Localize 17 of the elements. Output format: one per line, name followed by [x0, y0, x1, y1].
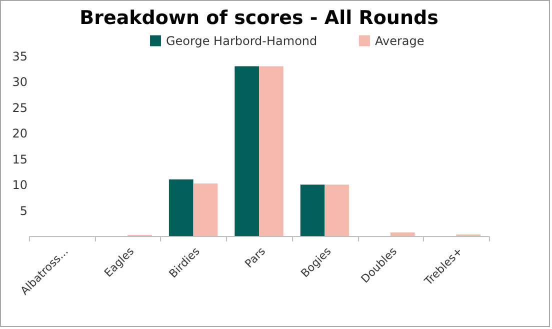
- bar: [259, 66, 284, 236]
- bar: [193, 184, 218, 236]
- y-tick-label: 30: [12, 75, 28, 90]
- bar: [324, 184, 350, 236]
- y-tick-label: 35: [12, 50, 28, 64]
- y-tick-label: 20: [12, 126, 28, 141]
- bar: [390, 232, 415, 236]
- bar: [168, 179, 194, 236]
- y-tick-label: 5: [20, 204, 28, 218]
- y-tick-label: 15: [12, 152, 28, 166]
- y-tick-label: 25: [12, 100, 28, 115]
- y-tick-label: 10: [12, 178, 28, 192]
- chart-title: Breakdown of scores - All Rounds: [80, 7, 438, 29]
- bar: [234, 66, 259, 236]
- legend-label: Average: [375, 34, 424, 48]
- legend-label: George Harbord-Hamond: [166, 34, 318, 48]
- bar: [300, 184, 325, 236]
